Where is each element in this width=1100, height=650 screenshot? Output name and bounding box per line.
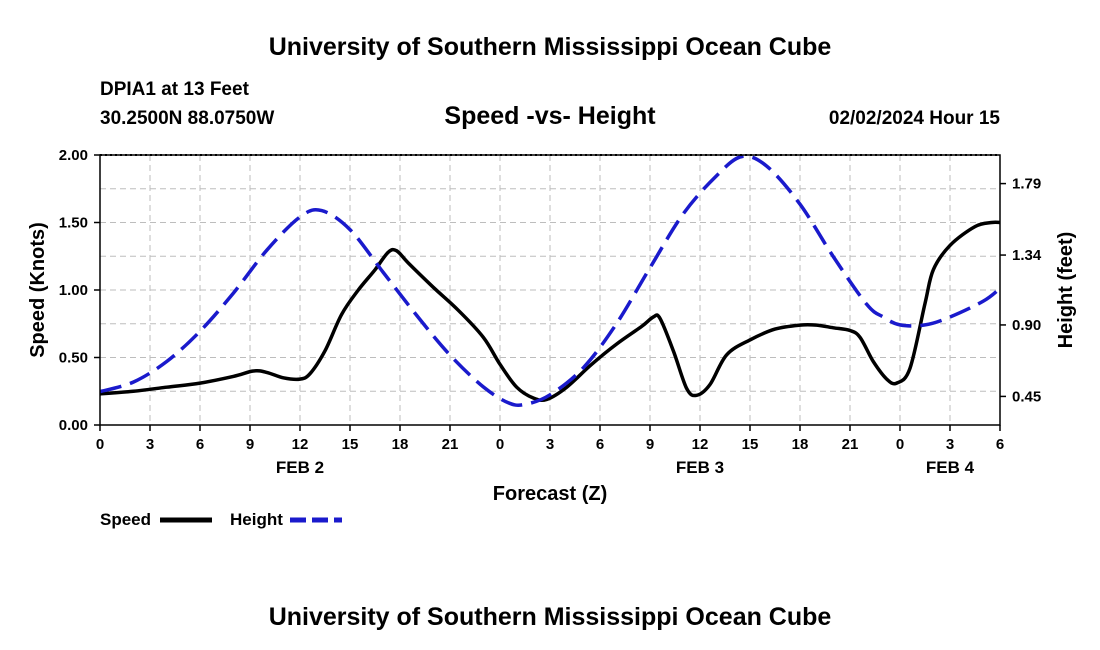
legend-height-label: Height [230,510,283,529]
x-tick-label: 6 [996,436,1004,453]
x-tick-label: 0 [496,436,504,453]
datetime-label: 02/02/2024 Hour 15 [829,108,1001,129]
axes-group: 0 3 6 9 12 15 18 21 0 3 6 9 12 15 18 21 0 3 6 0.00 0.50 1.00 1… [59,147,1042,477]
y-left-tick-label: 0.50 [59,350,88,367]
x-tick-label: 3 [546,436,554,453]
series-line-height [99,154,1002,407]
x-axis-label: Forecast (Z) [493,483,607,505]
y-right-tick-label: 0.90 [1012,317,1041,334]
date-label: FEB 2 [276,458,324,477]
y-left-tick-label: 1.00 [59,282,88,299]
coordinates-label: 30.2500N 88.0750W [100,108,274,129]
y-left-tick-label: 1.50 [59,215,88,232]
y-left-tick-label: 0.00 [59,417,88,434]
series-line-speed [99,220,1001,403]
footer-title: University of Southern Mississippi Ocean… [269,603,832,631]
x-tick-label: 9 [646,436,654,453]
x-tick-label: 6 [196,436,204,453]
date-label: FEB 4 [926,458,975,477]
station-label: DPIA1 at 13 Feet [100,79,250,100]
x-tick-label: 21 [842,436,859,453]
y-axis-right-label: Height (feet) [1055,232,1077,349]
x-tick-label: 3 [946,436,954,453]
y-right-tick-label: 1.79 [1012,176,1041,193]
x-tick-label: 12 [292,436,309,453]
x-tick-label: 15 [342,436,359,453]
x-tick-label: 18 [392,436,409,453]
y-right-tick-label: 0.45 [1012,388,1041,405]
chart-title: Speed -vs- Height [444,102,656,130]
x-tick-label: 9 [246,436,254,453]
page-title: University of Southern Mississippi Ocean… [269,33,832,61]
x-tick-label: 6 [596,436,604,453]
y-axis-left-label: Speed (Knots) [27,222,49,358]
legend-speed-label: Speed [100,510,151,529]
series-group [99,154,1002,407]
y-left-tick-label: 2.00 [59,147,88,164]
legend: Speed Height [100,510,342,529]
y-right-tick-label: 1.34 [1012,247,1042,264]
x-tick-label: 0 [96,436,104,453]
x-tick-label: 18 [792,436,809,453]
x-tick-label: 21 [442,436,459,453]
x-tick-label: 3 [146,436,154,453]
x-tick-label: 0 [896,436,904,453]
x-tick-label: 15 [742,436,759,453]
date-label: FEB 3 [676,458,724,477]
x-tick-label: 12 [692,436,709,453]
grid [100,155,1000,425]
